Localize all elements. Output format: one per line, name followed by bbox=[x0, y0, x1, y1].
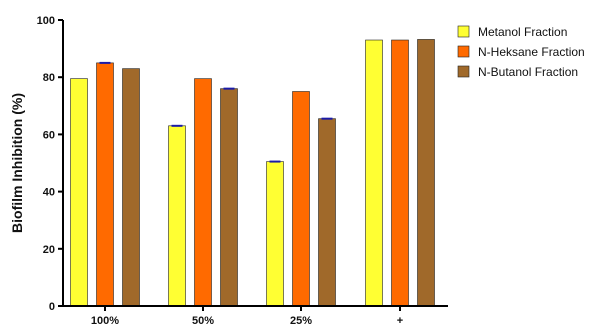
bar-n-butanol bbox=[417, 39, 435, 307]
y-tick-label: 0 bbox=[49, 301, 55, 313]
legend-swatch bbox=[457, 65, 470, 78]
x-tick-label: 25% bbox=[290, 315, 312, 327]
y-tick-label: 100 bbox=[37, 15, 55, 27]
axes-layer bbox=[62, 20, 448, 307]
y-tick-label: 40 bbox=[43, 187, 55, 199]
bar-n-butanol bbox=[122, 68, 140, 307]
ticks-layer: 0 20 40 60 80 100 100% 50% 25% + bbox=[37, 15, 404, 327]
bar-n-heksane bbox=[194, 78, 212, 307]
bar-n-heksane bbox=[391, 39, 409, 307]
x-tick-label: 50% bbox=[192, 315, 214, 327]
legend-label: N-Butanol Fraction bbox=[478, 65, 578, 79]
bar-n-heksane bbox=[96, 62, 114, 307]
legend-label: Metanol Fraction bbox=[478, 25, 567, 39]
y-tick-label: 20 bbox=[43, 244, 55, 256]
bar-metanol bbox=[168, 125, 186, 307]
legend-swatch bbox=[457, 45, 470, 58]
x-tick-label: 100% bbox=[91, 315, 119, 327]
legend-swatch bbox=[457, 25, 470, 38]
bars-layer bbox=[70, 39, 435, 307]
bar-n-butanol bbox=[318, 118, 336, 307]
legend: Metanol Fraction N-Heksane Fraction N-Buta… bbox=[457, 25, 585, 79]
bar-n-heksane bbox=[292, 91, 310, 307]
bar-n-butanol bbox=[220, 88, 238, 307]
y-tick-label: 60 bbox=[43, 129, 55, 141]
y-tick-label: 80 bbox=[43, 72, 55, 84]
x-tick-label: + bbox=[397, 315, 403, 327]
legend-label: N-Heksane Fraction bbox=[478, 45, 585, 59]
y-axis-title: Biofilm Inhibition (%) bbox=[9, 93, 25, 233]
bar-metanol bbox=[70, 78, 88, 307]
bar-metanol bbox=[365, 39, 383, 307]
bar-metanol bbox=[266, 161, 284, 307]
